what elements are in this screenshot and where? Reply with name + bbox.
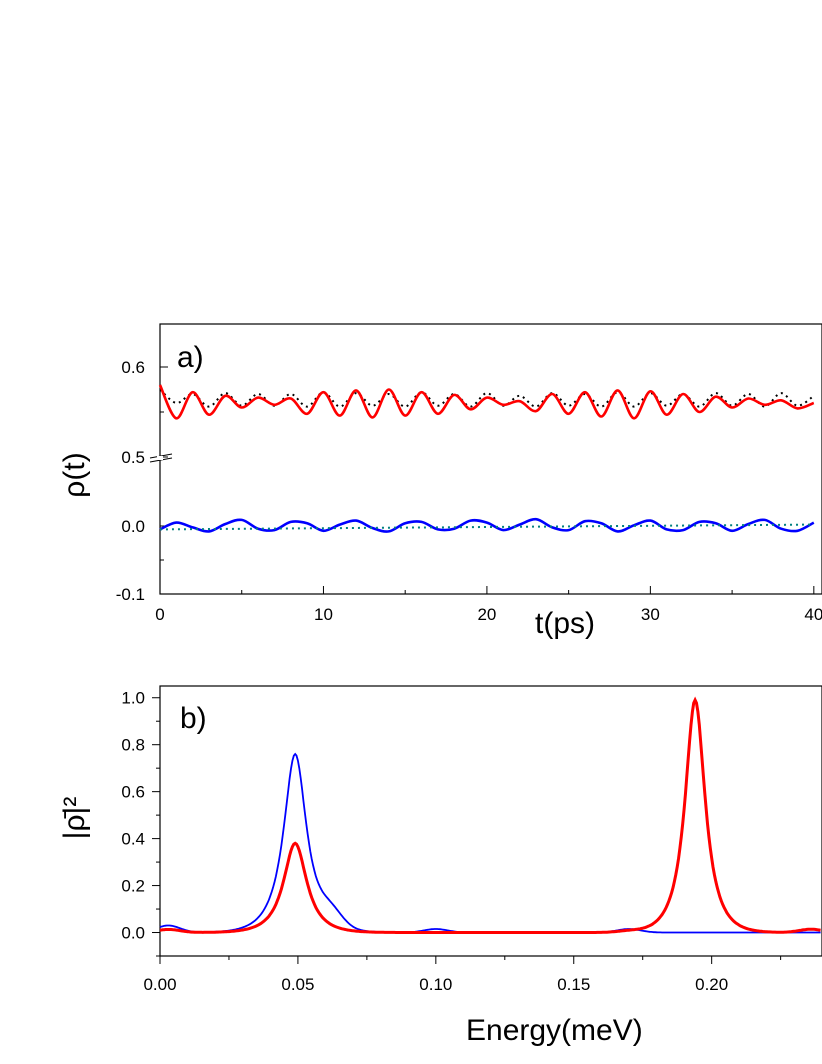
panel-b-series [159,696,821,934]
panel-a-frame [159,323,822,595]
panel-b-ticks: 0.00 0.05 0.10 0.15 0.20 0.0 0.2 0.4 0.6 0.8 1.0 [121,689,782,994]
panel-a-ylabel: ρ(t) [58,452,91,497]
y-tick-label: -0.1 [116,585,145,604]
series-dotted-black [159,388,815,408]
panel-a-xlabel: t(ps) [535,607,595,640]
panel-b-chart: b) Energy(meV) |ρ̄|² 0.00 0.05 0.10 0.15 0.2… [58,685,822,1047]
x-tick-label: 0.10 [419,975,452,994]
y-tick-label: 0.4 [121,830,145,849]
panel-a-ticks: 0 10 20 30 40 0.6 0.5 0.0 -0.1 [116,358,822,624]
x-tick-label: 0 [155,605,164,624]
panel-a-label: a) [177,341,204,374]
y-tick-label: 0.5 [121,448,145,467]
panel-a-series [158,384,815,533]
y-tick-label: 1.0 [121,689,145,708]
y-tick-label: 0.0 [121,517,145,536]
series-dotted-teal [159,523,814,531]
x-tick-label: 0.15 [557,975,590,994]
x-tick-label: 0.00 [143,975,176,994]
y-tick-label: 0.2 [121,877,145,896]
series-blue [159,517,815,533]
y-tick-label: 0.6 [121,358,145,377]
y-tick-label: 0.6 [121,783,145,802]
panel-b-label: b) [180,702,207,735]
x-tick-label: 0.20 [695,975,728,994]
series-blue [159,752,821,934]
panel-a-chart: a) t(ps) ρ(t) 0 10 20 30 40 0.6 0.5 0.0 -0.1 [58,323,822,640]
panel-b-xlabel: Energy(meV) [466,1014,643,1047]
series-red [158,384,815,420]
y-axis-break-marks [149,453,173,463]
x-tick-label: 30 [641,605,660,624]
x-tick-label: 0.05 [281,975,314,994]
panel-b-frame [159,685,822,957]
x-tick-label: 10 [314,605,333,624]
x-tick-label: 40 [804,605,822,624]
y-tick-label: 0.0 [121,924,145,943]
y-tick-label: 0.8 [121,736,145,755]
panel-b-ylabel: |ρ̄|² [58,797,91,840]
series-red [159,696,821,934]
x-tick-label: 20 [477,605,496,624]
